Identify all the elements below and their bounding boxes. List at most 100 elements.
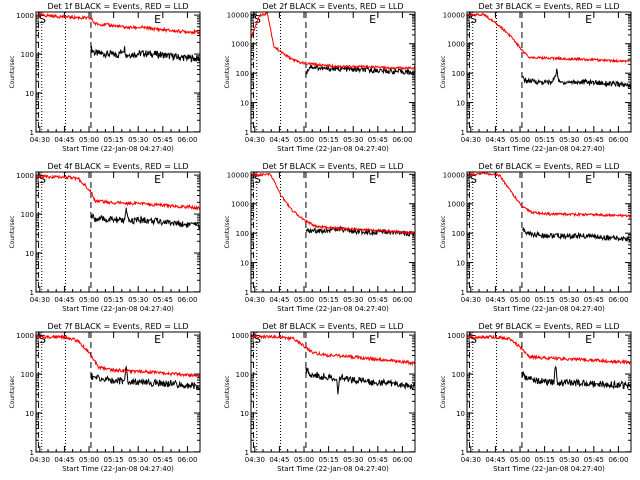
end-annotation: E [369, 13, 376, 26]
panel-title: Det 1f BLACK = Events, RED = LLD [47, 2, 188, 11]
series-line-lld [467, 12, 631, 64]
series-line-events [90, 207, 200, 231]
detector-panel-5: Det 5f BLACK = Events, RED = LLD 1 10 100 10… [224, 162, 416, 313]
panel-title: Det 2f BLACK = Events, RED = LLD [262, 2, 403, 11]
y-tick-label: 10 [25, 410, 34, 418]
panel-title: Det 3f BLACK = Events, RED = LLD [478, 2, 619, 11]
x-tick-label: 05:30 [128, 296, 148, 304]
series-line-lld [467, 172, 631, 219]
y-axis-label: Counts/sec [9, 55, 16, 88]
x-tick-label: 04:30 [245, 296, 265, 304]
x-tick-label: 04:30 [30, 296, 50, 304]
x-tick-label: 04:45 [54, 296, 74, 304]
x-tick-label: 05:00 [510, 136, 530, 144]
x-tick-label: 05:30 [343, 136, 363, 144]
y-tick-label: 10 [456, 410, 465, 418]
panel-title: Det 5f BLACK = Events, RED = LLD [262, 162, 403, 171]
x-tick-label: 05:15 [535, 296, 555, 304]
y-tick-label: 1 [461, 129, 465, 137]
x-tick-label: 06:00 [177, 296, 197, 304]
x-tick-label: 04:45 [54, 456, 74, 464]
y-tick-label: 1 [461, 449, 465, 457]
start-annotation: S [470, 173, 477, 186]
x-tick-label: 06:00 [608, 136, 628, 144]
detector-panel-6: Det 6f BLACK = Events, RED = LLD 1 10 100 10… [440, 162, 632, 313]
series-line-lld [251, 333, 415, 367]
series-line-lld [251, 12, 415, 71]
x-tick-label: 05:45 [368, 136, 388, 144]
x-axis-label: Start Time (22-Jan-08 04:27:40) [493, 465, 605, 473]
x-tick-label: 05:45 [584, 456, 604, 464]
x-axis-label: Start Time (22-Jan-08 04:27:40) [62, 145, 174, 153]
x-tick-label: 05:15 [535, 456, 555, 464]
x-tick-label: 06:00 [392, 456, 412, 464]
y-axis-label: Counts/sec [224, 215, 231, 248]
x-axis-label: Start Time (22-Jan-08 04:27:40) [277, 305, 389, 313]
y-tick-label: 1000 [447, 41, 465, 49]
x-tick-label: 05:15 [535, 136, 555, 144]
series-line-events [305, 64, 415, 76]
x-tick-label: 04:45 [485, 456, 505, 464]
x-tick-label: 05:45 [153, 456, 173, 464]
plot-frame [250, 171, 416, 293]
y-tick-label: 1000 [16, 12, 34, 20]
x-tick-label: 06:00 [177, 456, 197, 464]
x-tick-label: 04:45 [485, 136, 505, 144]
x-tick-label: 04:45 [485, 296, 505, 304]
y-tick-label: 1000 [16, 172, 34, 180]
x-tick-label: 05:15 [319, 136, 339, 144]
start-annotation: S [39, 333, 46, 346]
y-tick-label: 10 [456, 100, 465, 108]
plot-frame [466, 11, 632, 133]
y-tick-label: 1 [461, 289, 465, 297]
start-annotation: S [470, 13, 477, 26]
x-tick-label: 05:00 [79, 136, 99, 144]
y-tick-label: 10 [25, 250, 34, 258]
y-tick-label: 1 [245, 129, 249, 137]
x-tick-label: 05:00 [294, 456, 314, 464]
start-annotation: S [39, 13, 46, 26]
series-line-lld [36, 333, 200, 378]
x-tick-label: 05:45 [368, 296, 388, 304]
x-tick-label: 04:45 [269, 136, 289, 144]
y-tick-label: 10 [240, 260, 249, 268]
series-line-events [521, 227, 631, 242]
panel-title: Det 4f BLACK = Events, RED = LLD [47, 162, 188, 171]
series-line-lld [36, 12, 200, 36]
x-tick-label: 06:00 [608, 296, 628, 304]
x-axis-label: Start Time (22-Jan-08 04:27:40) [62, 465, 174, 473]
series-line-events [521, 365, 631, 390]
x-tick-label: 04:30 [461, 136, 481, 144]
x-tick-label: 05:30 [559, 456, 579, 464]
detector-panel-4: Det 4f BLACK = Events, RED = LLD 1 10 100 10… [9, 162, 201, 313]
x-tick-label: 05:30 [559, 296, 579, 304]
detector-panel-7: Det 7f BLACK = Events, RED = LLD 1 10 100 10… [9, 322, 201, 473]
x-axis-label: Start Time (22-Jan-08 04:27:40) [277, 145, 389, 153]
y-tick-label: 100 [452, 371, 465, 379]
y-tick-label: 10 [456, 260, 465, 268]
x-tick-label: 05:30 [343, 296, 363, 304]
series-line-events [90, 365, 200, 391]
detector-panel-2: Det 2f BLACK = Events, RED = LLD 1 10 100 10… [224, 2, 416, 153]
end-annotation: E [369, 333, 376, 346]
series-line-lld [251, 172, 415, 236]
y-tick-label: 1 [245, 289, 249, 297]
x-tick-label: 04:30 [461, 456, 481, 464]
series-line-events [521, 68, 631, 89]
panel-title: Det 8f BLACK = Events, RED = LLD [262, 322, 403, 331]
x-tick-label: 05:00 [294, 136, 314, 144]
x-tick-label: 05:00 [510, 296, 530, 304]
y-tick-label: 10000 [227, 11, 249, 19]
y-tick-label: 100 [236, 70, 249, 78]
y-tick-label: 1000 [231, 201, 249, 209]
x-tick-label: 05:15 [319, 456, 339, 464]
x-tick-label: 05:45 [153, 136, 173, 144]
y-tick-label: 1 [30, 289, 34, 297]
y-tick-label: 1000 [447, 332, 465, 340]
x-tick-label: 04:45 [54, 136, 74, 144]
y-tick-label: 1000 [16, 332, 34, 340]
series-line-lld [36, 173, 200, 211]
y-tick-label: 100 [236, 230, 249, 238]
x-axis-label: Start Time (22-Jan-08 04:27:40) [493, 305, 605, 313]
